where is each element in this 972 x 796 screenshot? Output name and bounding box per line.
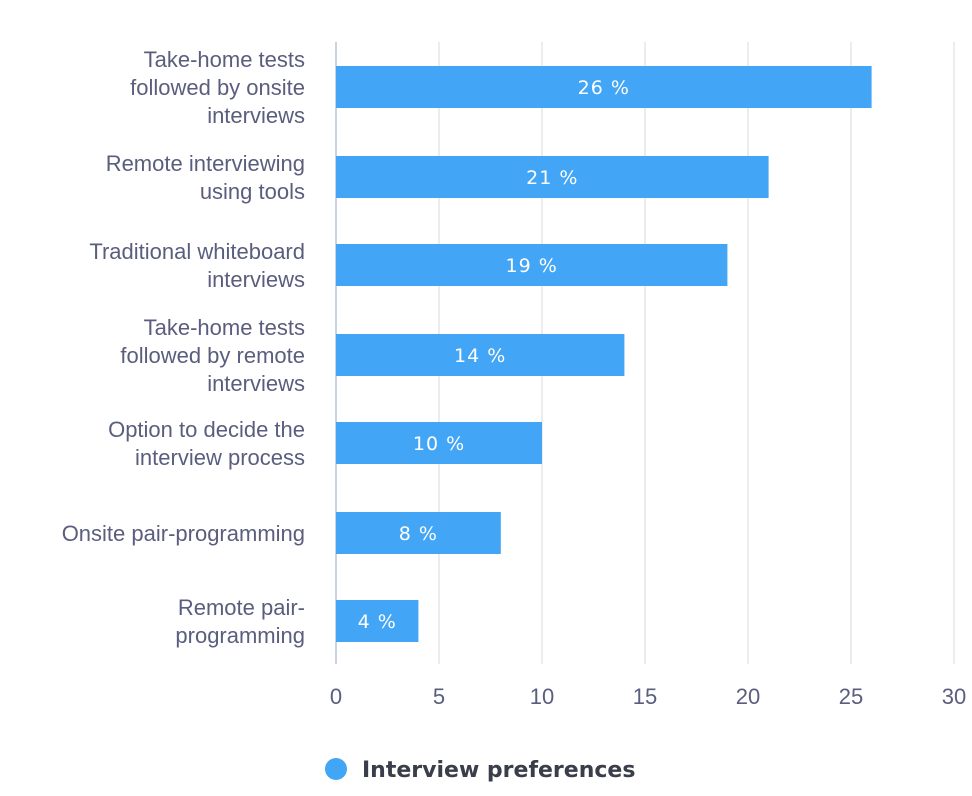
legend-swatch — [325, 758, 347, 780]
x-tick-label: 0 — [330, 684, 342, 709]
x-tick-label: 10 — [530, 684, 554, 709]
bar[interactable] — [336, 422, 542, 464]
grid-lines — [335, 42, 955, 664]
legend[interactable]: Interview preferences — [325, 758, 635, 783]
bar[interactable] — [336, 156, 769, 198]
category-labels: Take-home tests followed by onsite intervi… — [62, 47, 305, 648]
x-tick-label: 20 — [736, 684, 760, 709]
x-tick-label: 25 — [839, 684, 863, 709]
category-label: Remote pair-programming — [175, 595, 305, 648]
bar-value-label: 26 % — [578, 77, 630, 99]
category-label: Take-home tests followed by onsite intervi… — [130, 47, 305, 128]
bars: 26 % 21 % 19 % 14 % 10 % 8 % 4 % — [336, 66, 872, 642]
x-tick-label: 30 — [942, 684, 966, 709]
bar[interactable] — [336, 600, 419, 642]
bar[interactable] — [336, 512, 501, 554]
bar-value-label: 10 % — [413, 433, 465, 455]
x-axis-ticks: 0 5 10 15 20 25 30 — [330, 684, 966, 709]
category-label: Option to decide the interview process — [108, 417, 305, 470]
bar-value-label: 21 % — [526, 167, 578, 189]
bar-value-label: 8 % — [399, 523, 438, 545]
category-label: Onsite pair-programming — [62, 521, 305, 546]
category-label: Take-home tests followed by remote intervi… — [120, 315, 305, 396]
bar-value-label: 19 % — [506, 255, 558, 277]
category-label: Remote interviewing using tools — [106, 151, 305, 204]
legend-label: Interview preferences — [362, 758, 635, 783]
x-tick-label: 15 — [633, 684, 657, 709]
bar-value-label: 14 % — [454, 345, 506, 367]
x-tick-label: 5 — [433, 684, 445, 709]
category-label: Traditional whiteboard interviews — [89, 239, 305, 292]
bar[interactable] — [336, 66, 872, 108]
bar[interactable] — [336, 244, 728, 286]
bar[interactable] — [336, 334, 625, 376]
bar-value-label: 4 % — [358, 611, 397, 633]
